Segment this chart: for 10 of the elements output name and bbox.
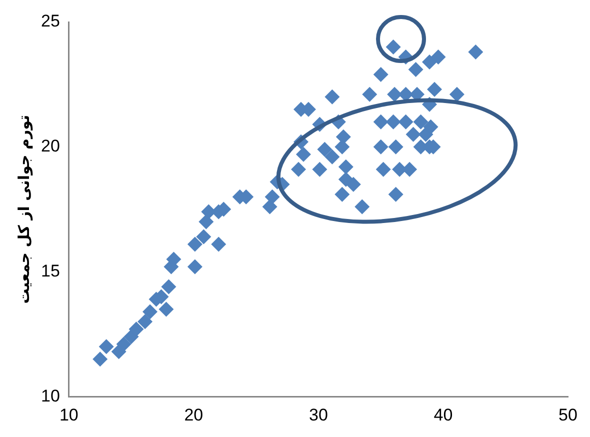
- x-tick-label: 40: [434, 405, 453, 424]
- x-tick-label: 10: [59, 405, 78, 424]
- x-tick-label: 50: [558, 405, 578, 424]
- y-axis-title: تورم جوانی از کل جمعیت: [14, 114, 33, 304]
- x-tick-label: 20: [184, 405, 204, 424]
- x-tick-label: 30: [308, 405, 328, 424]
- y-tick-label: 25: [40, 12, 60, 31]
- y-tick-label: 10: [40, 386, 60, 406]
- y-tick-label: 20: [40, 136, 60, 156]
- y-tick-label: 15: [40, 261, 60, 280]
